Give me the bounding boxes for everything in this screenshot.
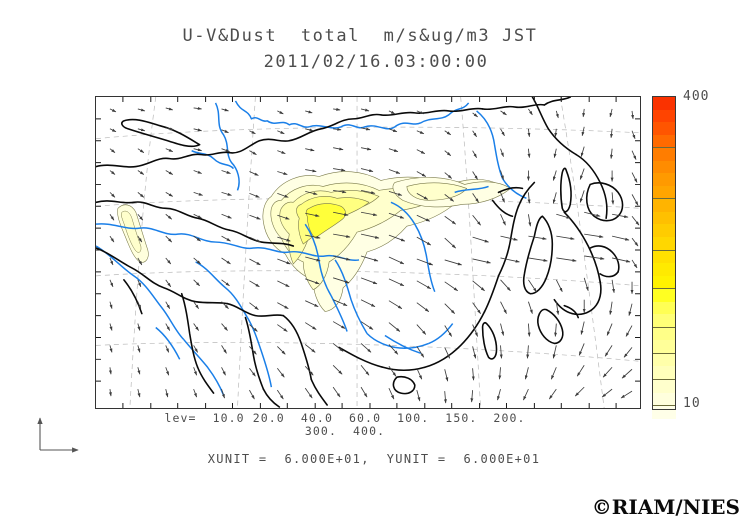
colorbar-band [652, 160, 676, 174]
colorbar-band [652, 249, 676, 264]
map-panel[interactable] [95, 96, 641, 409]
colorbar-band [652, 314, 676, 327]
colorbar-band [652, 224, 676, 238]
colorbar-band [652, 211, 676, 225]
contour-levels-line1: lev= 10.0 20.0 40.0 60.0 100. 150. 200. [164, 411, 526, 425]
colorbar-band [652, 379, 676, 393]
vector-unit-label: XUNIT = 6.000E+01, YUNIT = 6.000E+01 [207, 452, 541, 466]
contour-levels-line2: 300. 400. [304, 424, 386, 438]
colorbar-band [652, 366, 676, 380]
colorbar-max-label: 400 [683, 89, 710, 104]
colorbar-band [652, 134, 676, 148]
colorbar-band [652, 173, 676, 186]
figure-title: U-V&Dust total m/s&ug/m3 JST [182, 26, 538, 46]
colorbar-band [652, 326, 676, 341]
colorbar-band [652, 352, 676, 367]
colorbar-band [652, 237, 676, 250]
colorbar-band [652, 288, 676, 302]
colorbar-band [652, 96, 676, 110]
colorbar[interactable] [652, 96, 676, 419]
colorbar-band [652, 392, 676, 406]
map-canvas [96, 97, 640, 408]
colorbar-band [652, 301, 676, 315]
frame-ticks [96, 97, 640, 408]
copyright-label: ©RIAM/NIES [591, 495, 740, 519]
vector-scale-arrows [37, 417, 79, 453]
dust-plume-contours [117, 171, 511, 312]
wind-vector-field [108, 106, 640, 404]
colorbar-band [652, 405, 676, 419]
colorbar-band [652, 185, 676, 199]
colorbar-band [652, 122, 676, 135]
colorbar-min-label: 10 [683, 396, 701, 411]
vector-scale-legend [30, 404, 110, 464]
colorbar-band [652, 198, 676, 212]
coastline-layer [96, 97, 624, 408]
colorbar-band [652, 263, 676, 276]
figure-datetime: 2011/02/16.03:00:00 [263, 52, 489, 72]
colorbar-band [652, 275, 676, 289]
colorbar-band [652, 147, 676, 161]
colorbar-bands [652, 96, 676, 419]
colorbar-band [652, 340, 676, 353]
colorbar-band [652, 109, 676, 123]
